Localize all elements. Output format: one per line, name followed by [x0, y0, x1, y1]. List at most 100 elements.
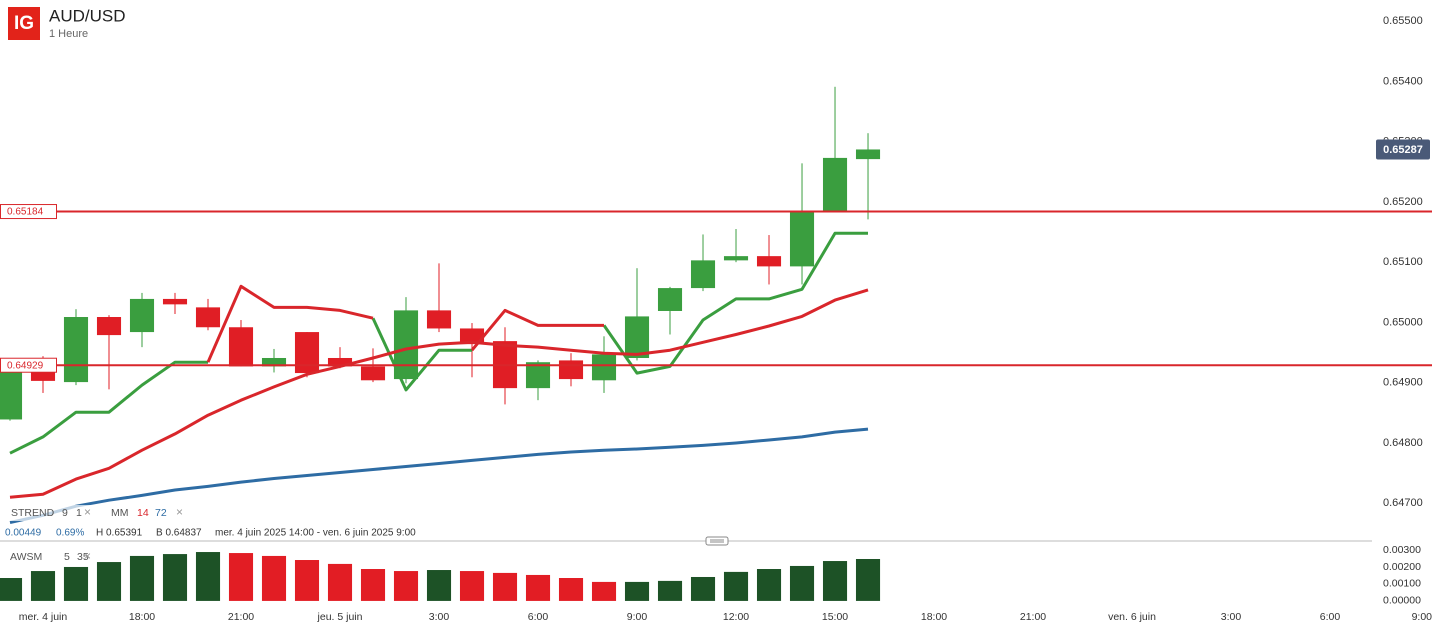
y-tick-label: 0.00300: [1383, 544, 1421, 556]
remove-indicator[interactable]: ×: [84, 505, 91, 519]
y-tick-label: 0.65100: [1383, 256, 1423, 268]
bar: [261, 555, 287, 601]
high: H 0.65391: [96, 528, 143, 539]
x-tick-label: 6:00: [1320, 611, 1341, 623]
overlay-ui: IG AUD/USD 1 Heure STREND 9 1 × MM 14 72…: [0, 6, 1432, 623]
price-panel: 0.655000.654000.653000.652000.651000.650…: [0, 15, 1432, 524]
y-tick-label: 0.65500: [1383, 15, 1423, 27]
candle-body: [0, 365, 23, 420]
line-label-box: [0, 204, 57, 220]
y-tick-label: 0.00100: [1383, 578, 1421, 590]
bar: [459, 571, 485, 601]
remove-indicator[interactable]: ×: [176, 505, 183, 519]
candle-body: [624, 316, 650, 358]
logo: [8, 7, 40, 40]
line-label: 0.64929: [7, 360, 44, 371]
x-tick-label: 21:00: [1020, 611, 1046, 623]
bar: [492, 572, 518, 601]
candle-body: [525, 362, 551, 389]
date-range: mer. 4 juin 2025 14:00 - ven. 6 juin 202…: [215, 528, 416, 539]
candle-body: [129, 298, 155, 333]
bar: [0, 578, 23, 601]
x-tick-label: 18:00: [129, 611, 155, 623]
x-tick-label: mer. 4 juin: [19, 611, 68, 623]
candle-body: [459, 328, 485, 345]
remove-indicator[interactable]: ×: [84, 549, 91, 563]
y-tick-label: 0.65400: [1383, 75, 1423, 87]
bar: [723, 571, 749, 601]
x-tick-label: 9:00: [1412, 611, 1432, 623]
indicator-param: 14: [137, 507, 149, 519]
candle-body: [393, 310, 419, 380]
candle-body: [63, 317, 89, 383]
bar: [657, 580, 683, 601]
bar: [789, 565, 815, 601]
change: 0.00449: [5, 528, 42, 539]
y-tick-label: 0.64800: [1383, 437, 1423, 449]
logo-text: IG: [14, 13, 34, 34]
candle-body: [657, 288, 683, 311]
candle-body: [96, 317, 122, 336]
bar: [294, 560, 320, 601]
indicator-param: 1: [76, 507, 82, 519]
candle-body: [591, 354, 617, 381]
indicator-line: [9, 427, 869, 524]
candle-body: [294, 332, 320, 374]
indicator-param: 35: [77, 551, 89, 563]
x-tick-label: 12:00: [723, 611, 749, 623]
resize-handle[interactable]: [705, 536, 729, 546]
last-price-label: 0.65287: [1383, 144, 1423, 156]
bar: [129, 555, 155, 601]
indicator-name: AWSM: [10, 551, 42, 563]
indicator-line: [9, 288, 869, 499]
candle-body: [162, 298, 188, 305]
indicator-param: 72: [155, 507, 167, 519]
x-tick-label: 3:00: [429, 611, 450, 623]
candle-body: [789, 212, 815, 267]
x-tick-label: ven. 6 juin: [1108, 611, 1156, 623]
indicator-line: [206, 284, 604, 363]
y-tick-label: 0.00000: [1383, 595, 1421, 607]
bar: [855, 558, 881, 601]
candle-body: [360, 366, 386, 381]
y-tick-label: 0.65200: [1383, 196, 1423, 208]
y-tick-label: 0.64900: [1383, 377, 1423, 389]
bar: [690, 576, 716, 601]
candle-body: [195, 307, 221, 328]
legend-bg: [0, 505, 200, 521]
candle-body: [855, 149, 881, 160]
bar: [525, 574, 551, 601]
indicator-param: 9: [62, 507, 68, 519]
candle-body: [426, 310, 452, 329]
candle-body: [822, 157, 848, 213]
x-tick-label: 9:00: [627, 611, 648, 623]
indicator-param: 5: [64, 551, 70, 563]
x-tick-label: 21:00: [228, 611, 254, 623]
bar: [195, 552, 221, 601]
bar: [162, 554, 188, 601]
y-tick-label: 0.00200: [1383, 561, 1421, 573]
indicator-name: MM: [111, 507, 129, 519]
bar: [822, 561, 848, 601]
line-label-box: [0, 357, 57, 373]
oscillator-panel: 0.00300 0.00200 0.00100 0.00000: [0, 544, 1421, 607]
line-label: 0.65184: [7, 207, 44, 218]
bar: [63, 566, 89, 601]
indicator-name: STREND: [11, 507, 55, 519]
bar: [558, 578, 584, 601]
low: B 0.64837: [156, 528, 202, 539]
bar: [393, 571, 419, 601]
bar: [624, 581, 650, 601]
bar: [756, 569, 782, 601]
last-price-tag: [1376, 139, 1430, 160]
candle-body: [723, 256, 749, 261]
bar: [591, 581, 617, 601]
bar: [426, 570, 452, 601]
bar: [360, 569, 386, 601]
interval: 1 Heure: [49, 28, 88, 40]
candle-body: [690, 260, 716, 289]
candle-body: [327, 357, 353, 367]
bar: [228, 553, 254, 601]
x-tick-label: 15:00: [822, 611, 848, 623]
